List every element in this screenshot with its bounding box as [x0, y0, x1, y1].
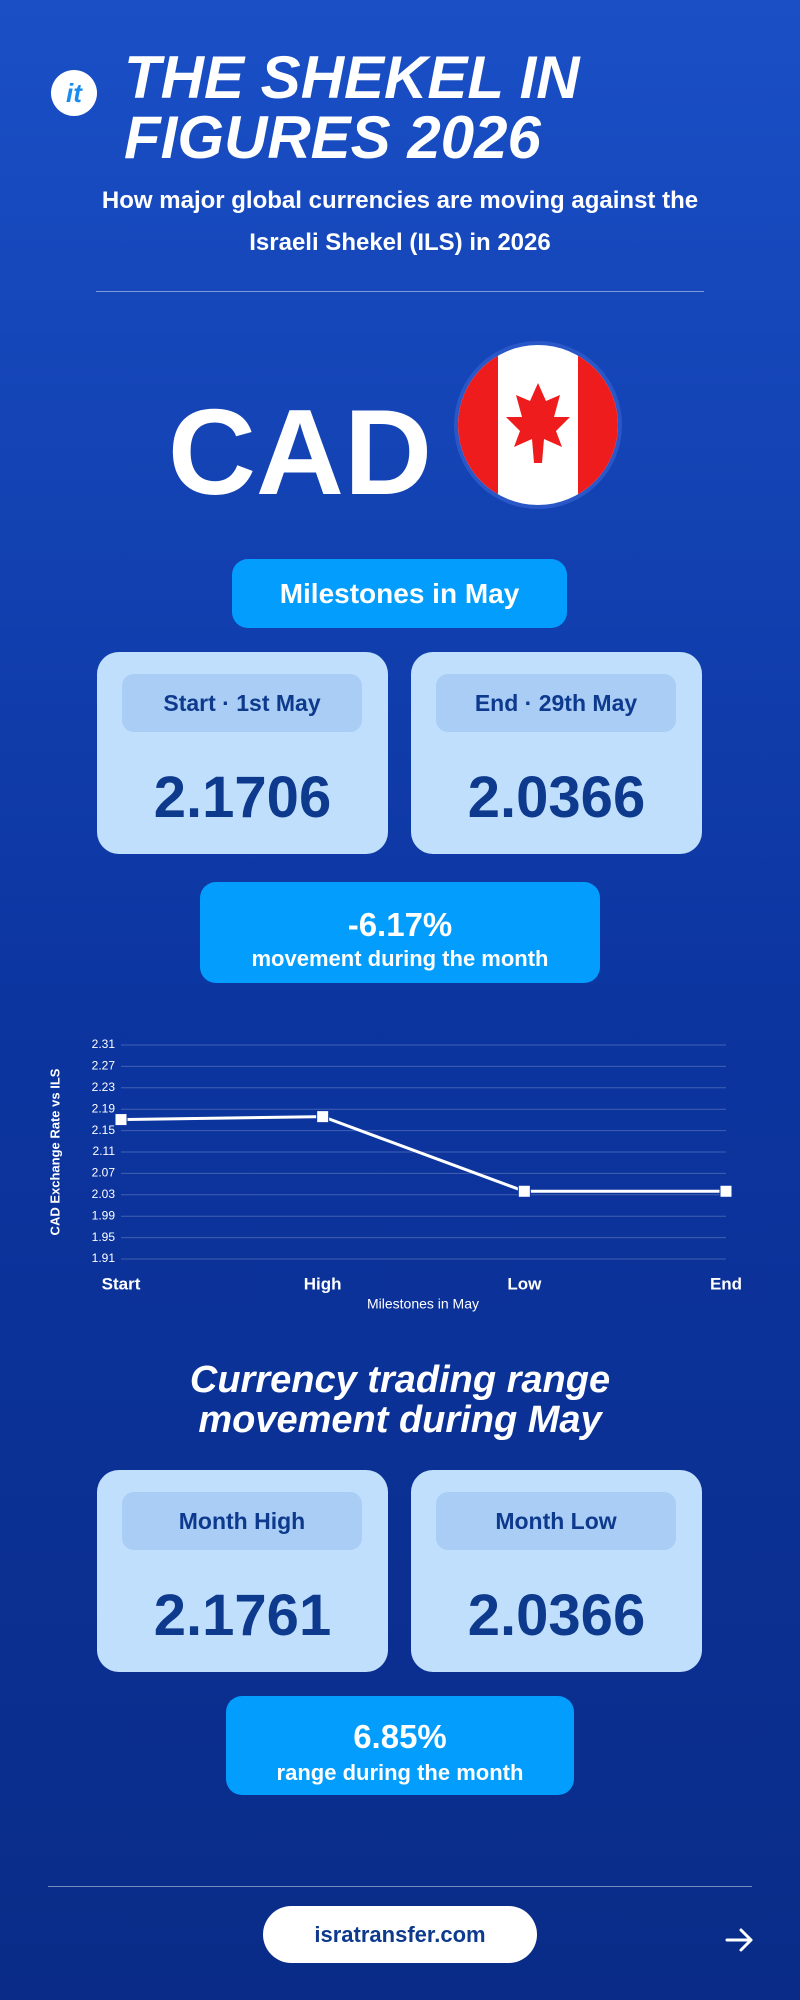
divider: [96, 291, 704, 292]
card-label: Start · 1st May: [122, 674, 362, 732]
low-card: Month Low 2.0366: [411, 1470, 702, 1672]
x-axis-label: Milestones in May: [367, 1296, 479, 1312]
card-value: 2.0366: [467, 765, 646, 830]
x-tick-label: Start: [102, 1274, 141, 1293]
y-tick-label: 2.07: [92, 1166, 116, 1180]
x-tick-label: Low: [507, 1274, 542, 1293]
point: [114, 1113, 128, 1127]
y-tick-label: 2.23: [92, 1080, 116, 1094]
y-tick-label: 2.15: [92, 1123, 116, 1137]
line: [120, 1115, 726, 1193]
milestones-heading: Milestones in May: [232, 559, 567, 628]
flag: [454, 341, 622, 509]
svg-text:it: it: [66, 78, 83, 108]
next-arrow[interactable]: [724, 1926, 756, 1954]
currency-code: CAD: [167, 384, 433, 520]
logo: it: [51, 70, 97, 116]
start-card: Start · 1st May 2.1706: [97, 652, 388, 854]
point: [517, 1184, 531, 1198]
x-tick-label: End: [710, 1274, 742, 1293]
card-label: Month Low: [436, 1492, 676, 1550]
y-tick-label: 2.27: [92, 1059, 116, 1073]
y-tick-label: 1.99: [92, 1208, 116, 1222]
end-card: End · 29th May 2.0366: [411, 652, 702, 854]
line-chart: CAD Exchange Rate vs ILS Milestones in M…: [47, 1037, 742, 1312]
card-label: Month High: [122, 1492, 362, 1550]
footer-divider: [48, 1886, 752, 1887]
point: [719, 1184, 733, 1198]
website-link[interactable]: isratransfer.com: [263, 1906, 537, 1963]
y-axis-label: CAD Exchange Rate vs ILS: [47, 1068, 62, 1235]
range-heading: Currency trading range movement during M…: [189, 1359, 611, 1441]
card-label: End · 29th May: [436, 674, 676, 732]
y-tick-label: 2.03: [92, 1187, 116, 1201]
movement-value: -6.17%: [347, 906, 453, 943]
range-label: range during the month: [276, 1760, 524, 1785]
movement-label: movement during the month: [251, 946, 549, 971]
subtitle: How major global currencies are moving a…: [101, 187, 699, 256]
card-value: 2.1761: [153, 1583, 332, 1648]
high-card: Month High 2.1761: [97, 1470, 388, 1672]
y-tick-label: 2.31: [92, 1037, 116, 1051]
y-tick-label: 2.11: [93, 1144, 116, 1158]
y-tick-label: 1.91: [92, 1251, 116, 1265]
movement-box: -6.17% movement during the month: [200, 882, 600, 983]
card-value: 2.1706: [153, 765, 332, 830]
range-value: 6.85%: [353, 1718, 447, 1755]
title: THE SHEKEL IN FIGURES 2026: [124, 44, 580, 171]
y-tick-label: 1.95: [92, 1230, 116, 1244]
card-value: 2.0366: [467, 1583, 646, 1648]
y-tick-label: 2.19: [92, 1101, 116, 1115]
x-tick-label: High: [304, 1274, 342, 1293]
point: [316, 1110, 330, 1124]
range-box: 6.85% range during the month: [226, 1696, 574, 1795]
